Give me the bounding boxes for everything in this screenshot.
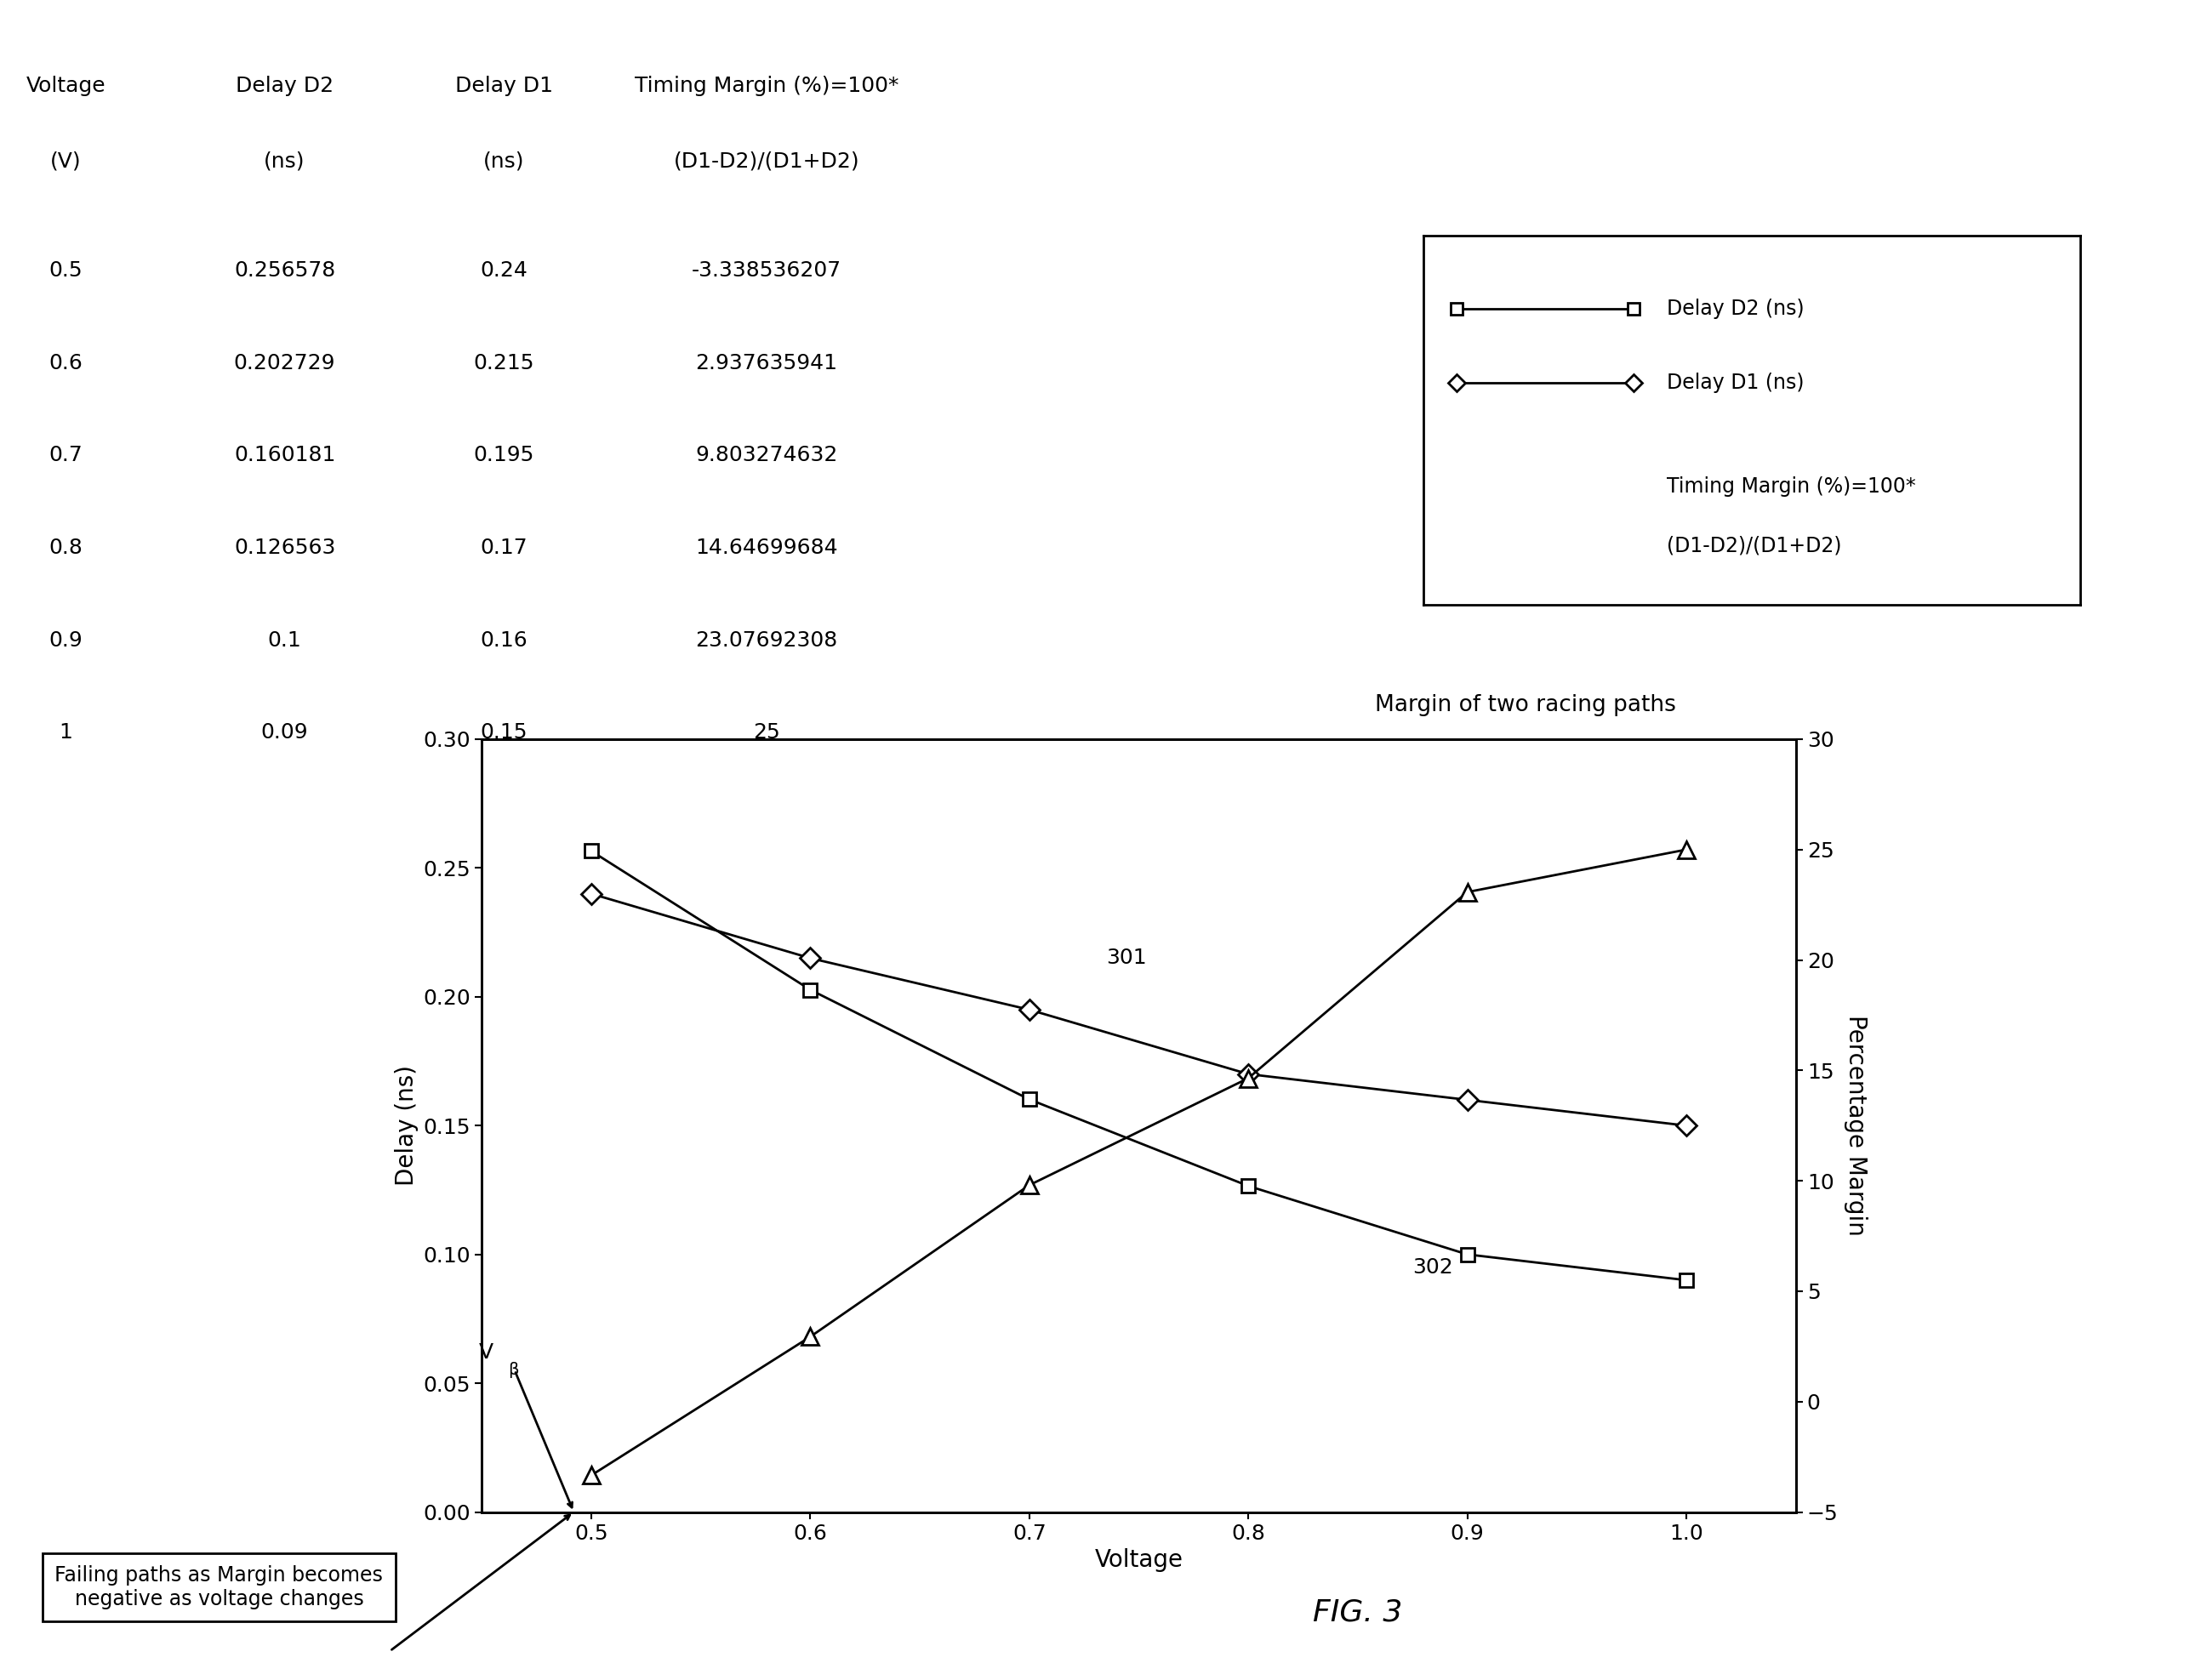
Text: 0.195: 0.195 <box>473 445 534 465</box>
Y-axis label: Delay (ns): Delay (ns) <box>394 1065 418 1186</box>
Text: β: β <box>508 1362 519 1378</box>
Text: 0.16: 0.16 <box>480 630 528 650</box>
Text: 0.160181: 0.160181 <box>234 445 335 465</box>
Text: 301: 301 <box>1106 948 1148 968</box>
Text: 2.937635941: 2.937635941 <box>696 353 837 373</box>
Text: 25: 25 <box>753 722 780 743</box>
Text: 0.17: 0.17 <box>480 538 528 558</box>
Text: Delay D1: Delay D1 <box>456 76 552 96</box>
Text: Failing paths as Margin becomes
negative as voltage changes: Failing paths as Margin becomes negative… <box>55 1566 383 1609</box>
Text: (D1-D2)/(D1+D2): (D1-D2)/(D1+D2) <box>1667 536 1842 556</box>
Text: Voltage: Voltage <box>26 76 105 96</box>
Text: (V): (V) <box>50 151 81 171</box>
Text: 23.07692308: 23.07692308 <box>696 630 837 650</box>
Text: 1: 1 <box>59 722 72 743</box>
Text: -3.338536207: -3.338536207 <box>692 260 841 281</box>
Text: 0.202729: 0.202729 <box>234 353 335 373</box>
Text: 0.126563: 0.126563 <box>234 538 335 558</box>
Text: Delay D1 (ns): Delay D1 (ns) <box>1667 373 1805 393</box>
Text: 0.15: 0.15 <box>480 722 528 743</box>
Text: 0.9: 0.9 <box>48 630 83 650</box>
Text: Delay D2 (ns): Delay D2 (ns) <box>1667 299 1805 319</box>
Text: (D1-D2)/(D1+D2): (D1-D2)/(D1+D2) <box>675 151 858 171</box>
Text: 0.24: 0.24 <box>480 260 528 281</box>
X-axis label: Voltage: Voltage <box>1095 1549 1183 1572</box>
Text: 9.803274632: 9.803274632 <box>694 445 839 465</box>
Text: 0.09: 0.09 <box>261 722 309 743</box>
Text: 302: 302 <box>1413 1257 1454 1277</box>
Text: Timing Margin (%)=100*: Timing Margin (%)=100* <box>635 76 898 96</box>
Text: V: V <box>480 1342 493 1362</box>
Text: 0.6: 0.6 <box>48 353 83 373</box>
Text: FIG. 3: FIG. 3 <box>1314 1598 1402 1628</box>
Text: (ns): (ns) <box>265 151 304 171</box>
Text: 0.215: 0.215 <box>473 353 534 373</box>
Text: Delay D2: Delay D2 <box>237 76 333 96</box>
Y-axis label: Percentage Margin: Percentage Margin <box>1844 1015 1868 1236</box>
Text: (ns): (ns) <box>484 151 523 171</box>
Text: 14.64699684: 14.64699684 <box>694 538 839 558</box>
Text: 0.256578: 0.256578 <box>234 260 335 281</box>
Text: 0.7: 0.7 <box>48 445 83 465</box>
Text: 0.8: 0.8 <box>48 538 83 558</box>
Text: Timing Margin (%)=100*: Timing Margin (%)=100* <box>1667 477 1916 497</box>
Text: 0.1: 0.1 <box>267 630 302 650</box>
Text: 0.5: 0.5 <box>48 260 83 281</box>
Text: Margin of two racing paths: Margin of two racing paths <box>1375 694 1675 716</box>
